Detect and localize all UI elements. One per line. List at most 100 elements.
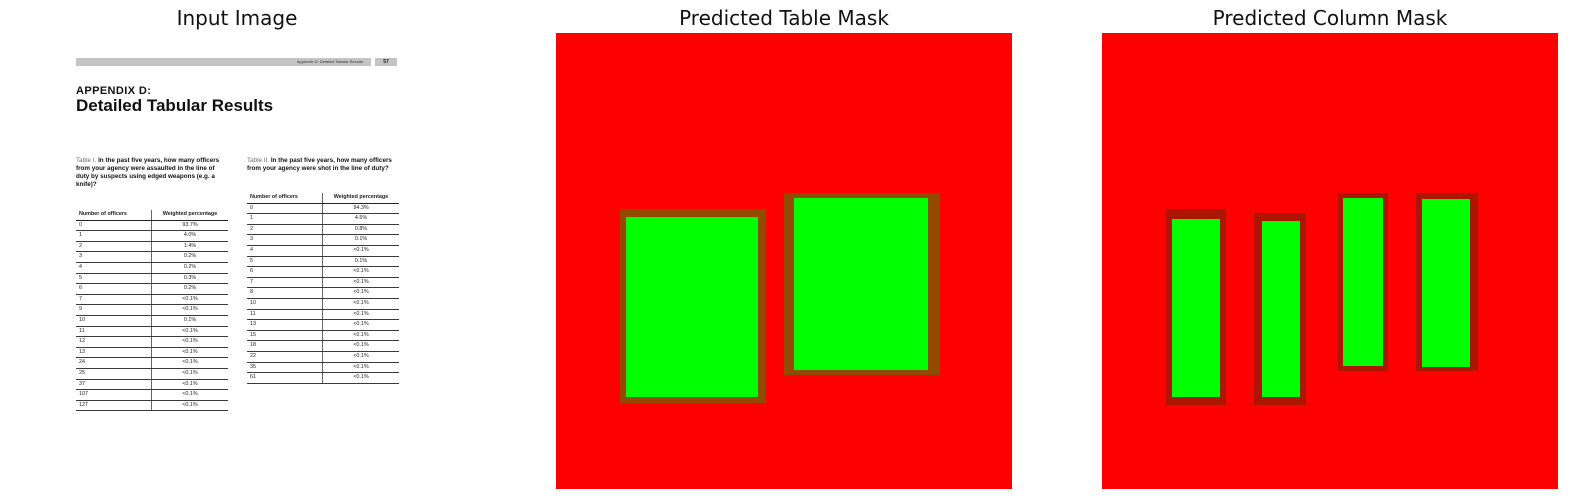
cell-weighted-percentage: 0.1% <box>354 257 368 264</box>
table1-row: 12 <0.1% <box>76 337 228 348</box>
table2-row: 6 <0.1% <box>247 267 399 278</box>
cell-number-of-officers: 15 <box>247 330 323 341</box>
appendix-title: Detailed Tabular Results <box>76 96 274 115</box>
cell-number-of-officers: 61 <box>247 373 323 383</box>
table2-row: 15 <0.1% <box>247 330 399 342</box>
table1-row: 6 0.2% <box>76 284 228 295</box>
cell-number-of-officers: 2 <box>76 241 152 252</box>
cell-weighted-percentage: 0.3% <box>183 274 197 281</box>
cell-weighted-percentage: <0.1% <box>182 348 198 355</box>
cell-weighted-percentage: <0.1% <box>353 268 369 275</box>
cell-weighted-percentage: <0.1% <box>182 391 198 398</box>
table1-row: 3 0.2% <box>76 252 228 263</box>
cell-number-of-officers: 0 <box>247 203 323 214</box>
cell-number-of-officers: 18 <box>247 341 323 351</box>
table2-row: 10 <0.1% <box>247 298 399 310</box>
table1-row: 2 1.4% <box>76 241 228 253</box>
cell-number-of-officers: 24 <box>76 358 152 368</box>
table2-row: 22 <0.1% <box>247 351 399 363</box>
cell-number-of-officers: 8 <box>247 288 323 298</box>
cell-number-of-officers: 5 <box>76 273 152 284</box>
cell-number-of-officers: 107 <box>76 390 152 400</box>
table2: Number of officers Weighted percentage 0 94… <box>247 193 399 384</box>
cell-number-of-officers: 22 <box>247 351 323 362</box>
table1-row: 13 <0.1% <box>76 347 228 359</box>
table2-row: 4 <0.1% <box>247 245 399 257</box>
cell-weighted-percentage: <0.1% <box>182 401 198 408</box>
table2-label: Table II. <box>247 157 270 164</box>
header-weighted-percentage: Weighted percentage <box>333 194 389 200</box>
input-image-panel: Appendix D: Detailed Tabular Results 5 7 … <box>55 33 511 489</box>
table1-row: 107 <0.1% <box>76 390 228 401</box>
table1-row: 25 <0.1% <box>76 368 228 380</box>
cell-weighted-percentage: 1.4% <box>183 242 197 249</box>
column-mask-title: Predicted Column Mask <box>1212 6 1448 30</box>
cell-number-of-officers: 7 <box>247 277 323 288</box>
cell-weighted-percentage: 94.3% <box>353 204 369 211</box>
cell-weighted-percentage: <0.1% <box>353 331 369 338</box>
table2-caption: Table II. In the past five years, how ma… <box>247 157 399 173</box>
table2-row: 35 <0.1% <box>247 362 399 374</box>
cell-weighted-percentage: 93.7% <box>182 221 198 228</box>
table1-row: 1 4.0% <box>76 231 228 242</box>
cell-weighted-percentage: <0.1% <box>353 342 369 349</box>
cell-number-of-officers: 9 <box>76 305 152 315</box>
table1-row: 9 <0.1% <box>76 305 228 316</box>
appendix-kicker: APPENDIX D: <box>76 85 152 97</box>
table1-row: 7 <0.1% <box>76 294 228 306</box>
cell-weighted-percentage: <0.1% <box>182 327 198 334</box>
table2-mask-region <box>794 198 928 370</box>
running-header: Appendix D: Detailed Tabular Results <box>296 59 363 64</box>
table1-row: 24 <0.1% <box>76 358 228 369</box>
cell-number-of-officers: 0 <box>76 220 152 231</box>
table2-row: 2 0.8% <box>247 224 399 236</box>
page-number: 57 <box>375 58 397 66</box>
table1-label: Table I. <box>76 157 97 164</box>
cell-weighted-percentage: 4.0% <box>183 232 197 239</box>
cell-number-of-officers: 11 <box>76 326 152 337</box>
cell-weighted-percentage: 0.1% <box>183 316 197 323</box>
cell-number-of-officers: 12 <box>76 337 152 347</box>
table2-question: In the past five years, how many officer… <box>247 157 392 172</box>
cell-weighted-percentage: <0.1% <box>182 338 198 345</box>
cell-number-of-officers: 7 <box>76 294 152 305</box>
cell-weighted-percentage: <0.1% <box>353 363 369 370</box>
cell-number-of-officers: 4 <box>76 262 152 273</box>
input-image-title: Input Image <box>176 6 298 30</box>
cell-weighted-percentage: <0.1% <box>353 278 369 285</box>
cell-number-of-officers: 10 <box>247 298 323 309</box>
table1-row: 0 93.7% <box>76 220 228 232</box>
cell-weighted-percentage: <0.1% <box>353 310 369 317</box>
table2-header-row: Number of officers Weighted percentage <box>247 193 399 204</box>
cell-weighted-percentage: <0.1% <box>353 246 369 253</box>
cell-number-of-officers: 5 <box>247 256 323 267</box>
cell-number-of-officers: 13 <box>76 347 152 358</box>
header-number-of-officers: Number of officers <box>76 210 152 220</box>
cell-number-of-officers: 25 <box>76 368 152 379</box>
table2-row: 11 <0.1% <box>247 309 399 321</box>
cell-number-of-officers: 2 <box>247 224 323 235</box>
table1-row: 10 0.1% <box>76 315 228 327</box>
cell-number-of-officers: 11 <box>247 309 323 320</box>
header-number-of-officers: Number of officers <box>247 193 323 203</box>
table1-header-row: Number of officers Weighted percentage <box>76 210 228 221</box>
cell-weighted-percentage: <0.1% <box>182 359 198 366</box>
table2-row: 18 <0.1% <box>247 341 399 352</box>
cell-number-of-officers: 1 <box>76 231 152 241</box>
column-3-mask <box>1343 198 1383 366</box>
cell-number-of-officers: 4 <box>247 245 323 256</box>
cell-weighted-percentage: 0.2% <box>183 285 197 292</box>
cell-number-of-officers: 1 <box>247 214 323 224</box>
cell-number-of-officers: 6 <box>247 267 323 277</box>
cell-weighted-percentage: 0.1% <box>354 236 368 243</box>
cell-weighted-percentage: <0.1% <box>182 295 198 302</box>
table2-row: 3 0.1% <box>247 235 399 246</box>
cell-number-of-officers: 6 <box>76 284 152 294</box>
cell-weighted-percentage: <0.1% <box>353 289 369 296</box>
table1-mask-region <box>626 217 758 397</box>
table2-row: 1 4.5% <box>247 214 399 225</box>
cell-number-of-officers: 10 <box>76 315 152 326</box>
table1-row: 4 0.2% <box>76 262 228 274</box>
cell-weighted-percentage: <0.1% <box>182 369 198 376</box>
table1-row: 5 0.3% <box>76 273 228 285</box>
